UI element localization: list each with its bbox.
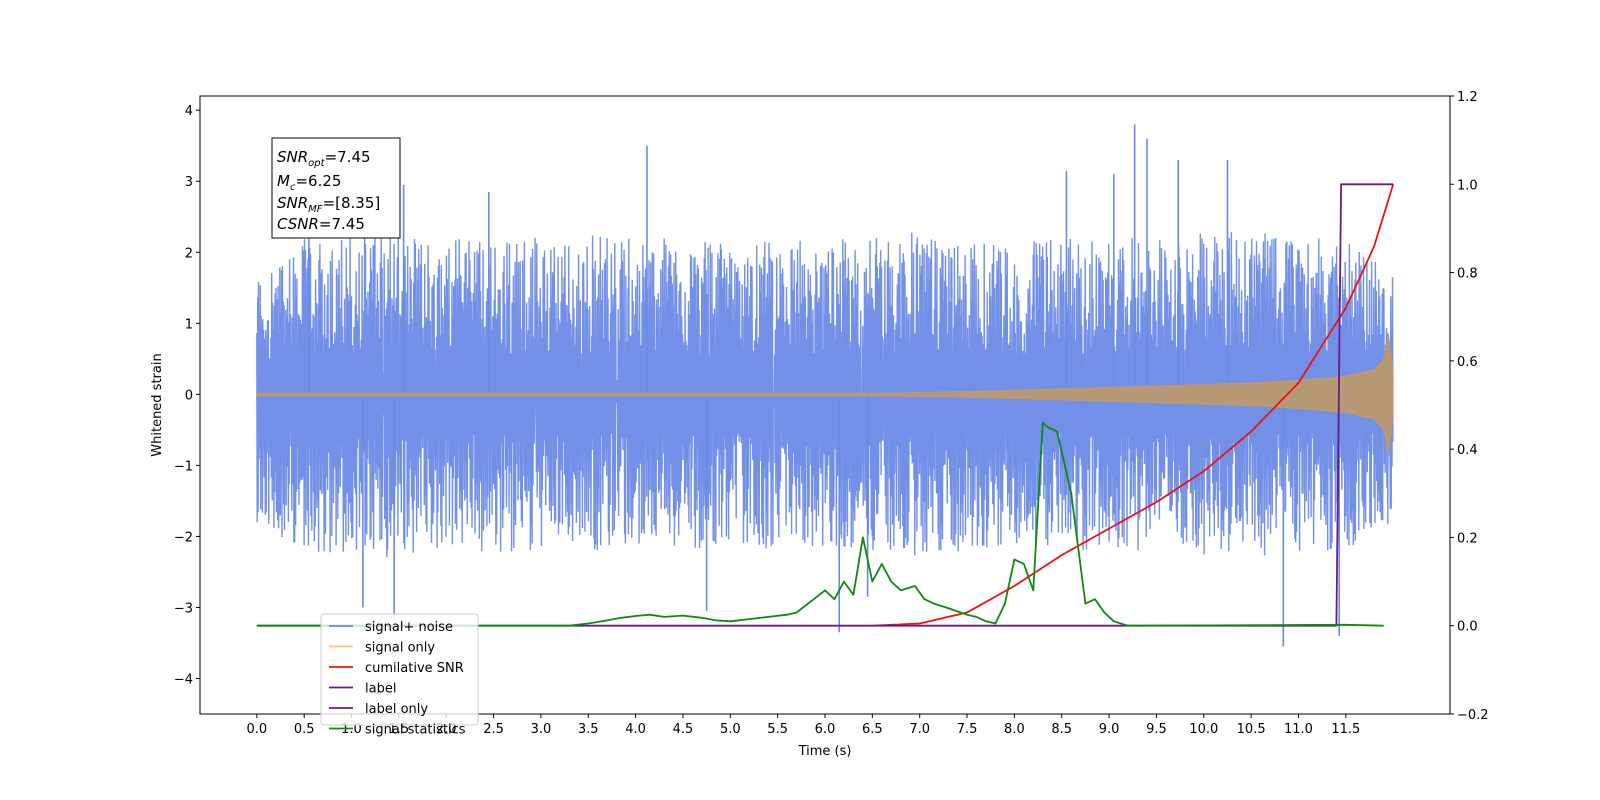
y-tick-label: 3 [185, 175, 193, 190]
y-right-tick-label: 0.6 [1457, 355, 1478, 370]
y-tick-label: 2 [185, 246, 193, 261]
x-tick-label: 5.0 [720, 722, 741, 737]
x-tick-label: 8.0 [1004, 722, 1025, 737]
stats-box: SNRopt=7.45 Mc=6.25 SNRMF=[8.35] CSNR=7.… [271, 137, 401, 239]
y-axis-label: Whitened strain [150, 353, 165, 456]
y-tick-label: −3 [174, 601, 193, 616]
x-tick-label: 11.5 [1331, 722, 1360, 737]
x-tick-label: 2.0 [436, 722, 457, 737]
stats-box-frame [271, 137, 401, 239]
x-tick-label: 10.5 [1237, 722, 1266, 737]
x-tick-label: 1.0 [341, 722, 362, 737]
x-tick-label: 6.0 [815, 722, 836, 737]
x-tick-label: 1.5 [389, 722, 410, 737]
legend: signal+ noise signal only cumilative SNR la… [320, 613, 479, 738]
y-right-tick-label: 0.2 [1457, 531, 1478, 546]
y-right-tick-label: 1.0 [1457, 178, 1478, 193]
y-right-tick-label: 0.4 [1457, 443, 1478, 458]
y-tick-label: −1 [174, 459, 193, 474]
series-layer [256, 124, 1395, 647]
x-tick-label: 3.0 [531, 722, 552, 737]
x-tick-label: 3.5 [578, 722, 599, 737]
csnr-stat: CSNR=7.45 [277, 215, 365, 233]
x-tick-label: 0.5 [294, 722, 315, 737]
y-right-tick-label: 1.2 [1457, 90, 1478, 105]
legend-label: signal only [365, 641, 435, 656]
x-tick-label: 9.0 [1099, 722, 1120, 737]
series-signal-statistics [256, 421, 1384, 627]
x-tick-label: 10.0 [1189, 722, 1218, 737]
series-signal-noise [256, 227, 1394, 558]
y-right-tick-label: 0.0 [1457, 620, 1478, 635]
legend-label: label only [365, 702, 428, 717]
y-right-tick-label: −0.2 [1457, 708, 1489, 723]
y-tick-label: −2 [174, 530, 193, 545]
y-tick-label: 4 [185, 104, 193, 119]
x-tick-label: 4.5 [673, 722, 694, 737]
x-tick-label: 8.5 [1051, 722, 1072, 737]
series-cumulative-snr [872, 184, 1395, 627]
legend-label: cumilative SNR [365, 661, 464, 676]
x-tick-label: 2.5 [483, 722, 504, 737]
x-tick-label: 6.5 [862, 722, 883, 737]
legend-label: signal statistics [365, 723, 466, 738]
legend-label: signal+ noise [365, 620, 453, 635]
x-tick-label: 5.5 [767, 722, 788, 737]
ticks-layer: 0.0 0.5 1.0 1.5 2.0 2.5 3.0 3.5 4.0 4.5 5.0 5.5 6.0 6… [174, 90, 1489, 737]
mc-stat: Mc=6.25 [277, 172, 341, 193]
series-label [256, 183, 1394, 627]
snr-mf-stat: SNRMF=[8.35] [277, 194, 380, 215]
x-tick-label: 7.5 [957, 722, 978, 737]
x-tick-label: 4.0 [625, 722, 646, 737]
legend-items: signal+ noise signal only cumilative SNR la… [329, 620, 466, 738]
legend-label: label [365, 682, 396, 697]
y-tick-label: −4 [174, 672, 193, 687]
y-tick-label: 1 [185, 317, 193, 332]
x-tick-label: 7.0 [909, 722, 930, 737]
y-right-tick-label: 0.8 [1457, 267, 1478, 282]
x-tick-label: 0.0 [246, 722, 267, 737]
x-axis-label: Time (s) [798, 744, 852, 759]
snr-opt-stat: SNRopt=7.45 [277, 148, 371, 169]
y-tick-label: 0 [185, 388, 193, 403]
legend-frame [320, 613, 479, 726]
x-tick-label: 11.0 [1284, 722, 1313, 737]
series-signal-only [256, 333, 1394, 455]
x-tick-label: 9.5 [1146, 722, 1167, 737]
